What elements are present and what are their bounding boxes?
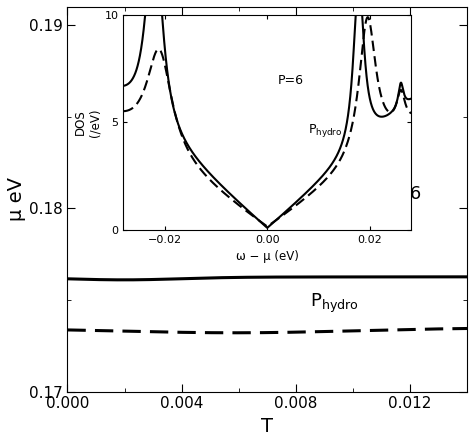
Text: P$_{\rm hydro}$: P$_{\rm hydro}$ xyxy=(310,292,359,315)
X-axis label: T: T xyxy=(261,417,273,436)
Text: P=6: P=6 xyxy=(384,185,421,203)
Y-axis label: μ eV: μ eV xyxy=(7,177,26,222)
